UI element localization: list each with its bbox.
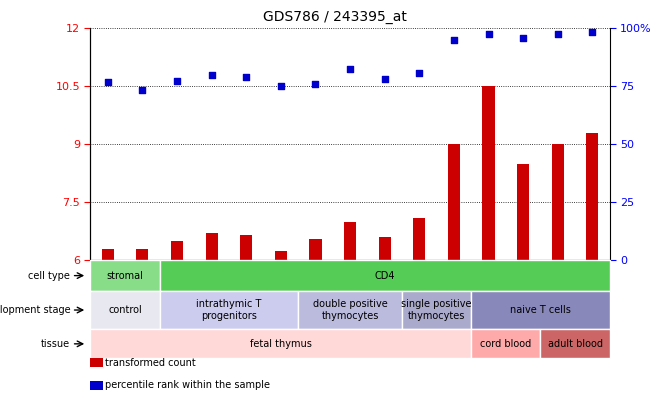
Point <box>483 31 494 37</box>
Bar <box>275 251 287 260</box>
Point <box>587 29 598 36</box>
Point <box>206 72 217 78</box>
Point <box>414 70 425 76</box>
Text: intrathymic T
progenitors: intrathymic T progenitors <box>196 299 261 321</box>
Bar <box>171 241 183 260</box>
Text: adult blood: adult blood <box>547 339 602 349</box>
Bar <box>298 291 402 329</box>
Point <box>241 73 252 80</box>
Bar <box>482 86 494 260</box>
Point <box>310 81 321 87</box>
Point <box>172 77 182 84</box>
Bar <box>90 291 159 329</box>
Text: transformed count: transformed count <box>105 358 196 368</box>
Text: tissue: tissue <box>42 339 70 349</box>
Bar <box>136 249 149 260</box>
Point <box>103 79 113 86</box>
Bar <box>90 260 159 291</box>
Bar <box>90 329 471 358</box>
Bar <box>448 145 460 260</box>
Text: cord blood: cord blood <box>480 339 531 349</box>
Bar <box>159 260 610 291</box>
Bar <box>159 291 298 329</box>
Point <box>275 83 286 90</box>
Bar <box>471 329 541 358</box>
Point <box>379 75 390 82</box>
Text: control: control <box>108 305 142 315</box>
Bar <box>471 291 610 329</box>
Point <box>449 37 460 43</box>
Point <box>518 35 529 41</box>
Text: double positive
thymocytes: double positive thymocytes <box>313 299 387 321</box>
Bar <box>310 239 322 260</box>
Text: fetal thymus: fetal thymus <box>250 339 312 349</box>
Text: GDS786 / 243395_at: GDS786 / 243395_at <box>263 10 407 24</box>
Bar <box>344 222 356 260</box>
Bar <box>541 329 610 358</box>
Bar <box>206 233 218 260</box>
Bar <box>240 235 253 260</box>
Text: percentile rank within the sample: percentile rank within the sample <box>105 380 270 390</box>
Text: naive T cells: naive T cells <box>510 305 571 315</box>
Bar <box>551 145 564 260</box>
Text: development stage: development stage <box>0 305 70 315</box>
Point <box>344 66 355 72</box>
Bar <box>402 291 471 329</box>
Text: single positive
thymocytes: single positive thymocytes <box>401 299 472 321</box>
Bar <box>517 164 529 260</box>
Point <box>552 31 563 37</box>
Bar <box>102 249 114 260</box>
Text: CD4: CD4 <box>375 271 395 281</box>
Text: stromal: stromal <box>107 271 143 281</box>
Bar <box>413 218 425 260</box>
Point <box>137 87 147 94</box>
Text: cell type: cell type <box>29 271 70 281</box>
Bar <box>586 133 598 260</box>
Bar <box>379 237 391 260</box>
